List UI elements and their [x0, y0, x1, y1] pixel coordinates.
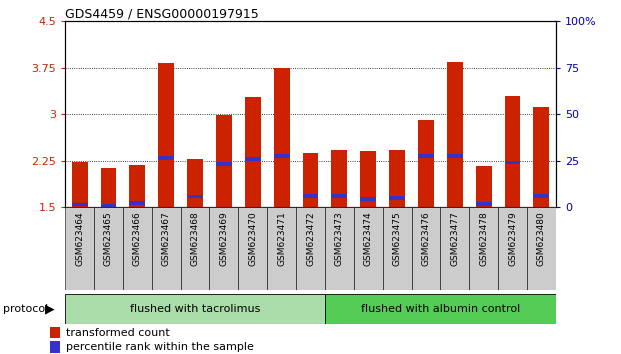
Text: GSM623475: GSM623475	[392, 211, 402, 266]
Text: ▶: ▶	[45, 302, 54, 315]
Bar	[216, 115, 232, 207]
Text: GSM623479: GSM623479	[508, 211, 517, 266]
Text: GSM623466: GSM623466	[133, 211, 142, 266]
Bar	[71, 162, 88, 207]
Bar	[476, 202, 492, 206]
Bar	[94, 207, 123, 290]
Bar	[274, 154, 289, 158]
Text: GSM623471: GSM623471	[277, 211, 286, 266]
Text: GSM623476: GSM623476	[422, 211, 430, 266]
Text: GSM623468: GSM623468	[191, 211, 199, 266]
Bar	[181, 207, 209, 290]
Bar	[101, 168, 116, 207]
Bar	[383, 207, 412, 290]
Text: GSM623465: GSM623465	[104, 211, 113, 266]
Bar	[50, 341, 60, 353]
Bar	[152, 207, 181, 290]
Bar	[325, 207, 354, 290]
Text: GSM623474: GSM623474	[364, 211, 373, 266]
Text: flushed with albumin control: flushed with albumin control	[361, 304, 520, 314]
Text: transformed count: transformed count	[66, 328, 170, 338]
Bar	[360, 197, 376, 201]
Bar	[412, 207, 440, 290]
Bar	[389, 196, 405, 200]
Bar	[332, 150, 347, 207]
Text: protocol: protocol	[3, 304, 48, 314]
Bar	[209, 207, 238, 290]
Bar	[447, 154, 463, 158]
Text: GDS4459 / ENSG00000197915: GDS4459 / ENSG00000197915	[65, 7, 259, 20]
Bar	[129, 165, 145, 207]
Bar	[389, 150, 405, 207]
Text: GSM623478: GSM623478	[479, 211, 488, 266]
Bar	[245, 157, 261, 161]
Text: GSM623477: GSM623477	[450, 211, 460, 266]
Text: GSM623470: GSM623470	[248, 211, 257, 266]
Text: flushed with tacrolimus: flushed with tacrolimus	[130, 304, 260, 314]
Bar	[360, 152, 376, 207]
Bar	[187, 195, 203, 199]
Bar	[533, 194, 550, 198]
Bar	[267, 207, 296, 290]
Text: GSM623473: GSM623473	[335, 211, 344, 266]
Text: GSM623469: GSM623469	[219, 211, 229, 266]
Bar	[129, 201, 145, 205]
Text: GSM623464: GSM623464	[75, 211, 84, 266]
Bar	[325, 294, 556, 324]
Bar	[123, 207, 152, 290]
Bar	[476, 166, 492, 207]
Bar	[527, 207, 556, 290]
Text: percentile rank within the sample: percentile rank within the sample	[66, 342, 253, 352]
Text: GSM623472: GSM623472	[306, 211, 315, 266]
Bar	[158, 156, 174, 160]
Bar	[447, 62, 463, 207]
Bar	[469, 207, 498, 290]
Bar	[418, 154, 434, 158]
Bar	[418, 120, 434, 207]
Bar	[533, 107, 550, 207]
Text: GSM623467: GSM623467	[161, 211, 171, 266]
Bar	[245, 97, 261, 207]
Bar	[498, 207, 527, 290]
Text: GSM623480: GSM623480	[537, 211, 546, 266]
Bar	[505, 161, 520, 164]
Bar	[158, 63, 174, 207]
Bar	[71, 203, 88, 206]
Bar	[354, 207, 383, 290]
Bar	[296, 207, 325, 290]
Bar	[440, 207, 469, 290]
Bar	[187, 159, 203, 207]
Bar	[216, 162, 232, 166]
Bar	[65, 294, 325, 324]
Bar	[274, 68, 289, 207]
Bar	[302, 153, 319, 207]
Bar	[65, 207, 94, 290]
Bar	[505, 96, 520, 207]
Bar	[50, 327, 60, 338]
Bar	[332, 194, 347, 198]
Bar	[302, 194, 319, 198]
Bar	[238, 207, 267, 290]
Bar	[101, 204, 116, 208]
